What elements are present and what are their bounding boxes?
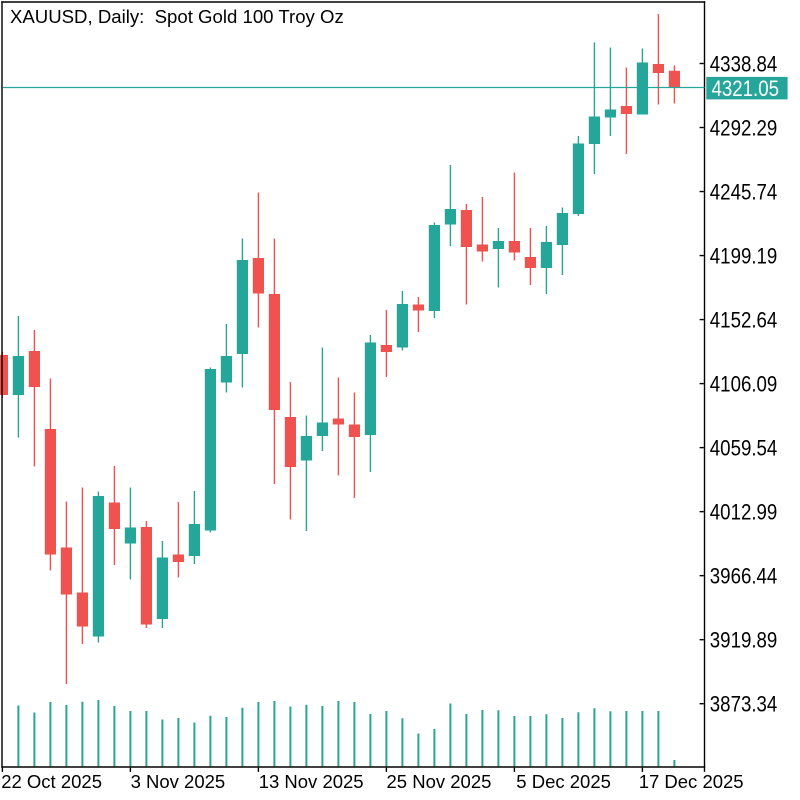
svg-text:17 Dec 2025: 17 Dec 2025 (639, 771, 744, 792)
svg-text:13 Nov 2025: 13 Nov 2025 (259, 771, 364, 792)
svg-text:4292.29: 4292.29 (710, 115, 778, 140)
svg-text:4012.99: 4012.99 (710, 499, 778, 524)
svg-text:4059.54: 4059.54 (710, 435, 778, 460)
svg-text:25 Nov 2025: 25 Nov 2025 (387, 771, 492, 792)
svg-text:3966.44: 3966.44 (710, 563, 778, 588)
svg-text:5 Dec 2025: 5 Dec 2025 (516, 771, 611, 792)
svg-text:3 Nov 2025: 3 Nov 2025 (131, 771, 226, 792)
svg-text:4199.19: 4199.19 (710, 243, 778, 268)
svg-text:22 Oct 2025: 22 Oct 2025 (1, 771, 102, 792)
svg-text:3919.89: 3919.89 (710, 627, 778, 652)
svg-text:4321.05: 4321.05 (712, 76, 780, 101)
svg-text:4338.84: 4338.84 (710, 51, 778, 76)
svg-text:4106.09: 4106.09 (710, 371, 778, 396)
svg-text:XAUUSD, Daily: Spot Gold 100: XAUUSD, Daily: Spot Gold 100 Troy Oz (10, 6, 344, 27)
svg-text:3873.34: 3873.34 (710, 692, 778, 717)
svg-text:4245.74: 4245.74 (710, 179, 778, 204)
svg-text:4152.64: 4152.64 (710, 307, 778, 332)
